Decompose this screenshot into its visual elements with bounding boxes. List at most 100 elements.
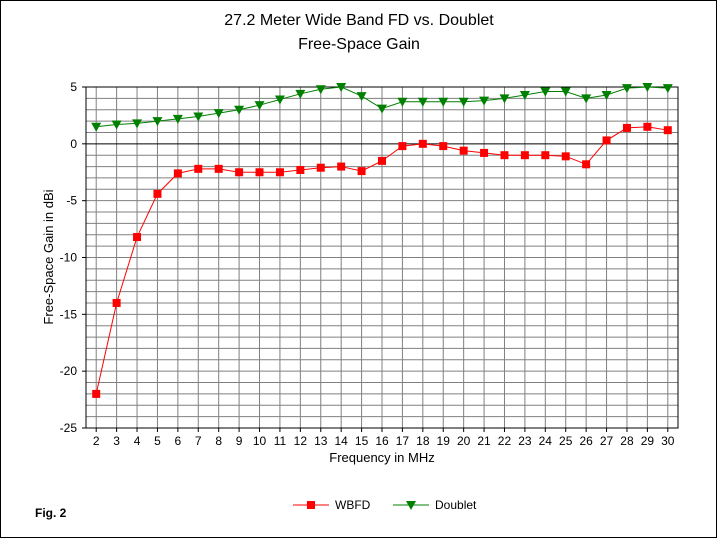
x-tick-label: 12 [294,434,308,448]
legend-marker-wbfd [307,501,315,509]
data-point-wbfd [275,168,284,177]
chart-title: 27.2 Meter Wide Band FD vs. Doublet [224,12,494,29]
data-point-wbfd [357,167,366,176]
x-tick-label: 13 [314,434,328,448]
data-point-doublet [111,120,122,130]
x-axis-ticks: 2 3 4 5 6 7 8 9 10 11 12 13 14 15 16 17 18 19 20 21 22 23 24 25… [93,428,675,448]
x-tick-label: 16 [375,434,389,448]
x-axis-label: Frequency in MHz [329,450,434,465]
series-doublet [91,83,673,132]
x-tick-label: 10 [253,434,267,448]
data-point-wbfd [439,142,448,151]
x-tick-label: 2 [93,434,100,448]
data-point-doublet [295,89,306,99]
x-tick-label: 21 [477,434,491,448]
data-point-wbfd [663,126,672,135]
data-point-doublet [560,87,571,97]
y-tick-label: 5 [70,80,77,94]
data-point-doublet [315,85,326,95]
data-point-doublet [438,97,449,107]
data-point-wbfd [133,233,142,242]
x-tick-label: 9 [236,434,243,448]
data-point-wbfd [418,139,427,148]
data-point-wbfd [214,164,223,173]
legend-marker-doublet [406,501,416,510]
chart-subtitle: Free-Space Gain [298,36,420,53]
data-point-wbfd [194,164,203,173]
series-wbfd [92,122,672,398]
data-point-doublet [132,119,143,129]
x-tick-label: 15 [355,434,369,448]
data-point-doublet [91,122,102,132]
data-point-doublet [581,94,592,104]
data-point-wbfd [602,136,611,145]
data-point-doublet [152,117,163,127]
x-tick-label: 5 [154,434,161,448]
y-tick-label: -15 [60,307,78,321]
data-point-wbfd [316,163,325,172]
data-point-doublet [336,83,347,92]
y-tick-label: 0 [70,137,77,151]
legend-label-wbfd: WBFD [335,498,371,512]
data-point-doublet [397,97,408,107]
data-point-doublet [356,92,367,102]
x-tick-label: 17 [396,434,410,448]
legend: WBFD Doublet [293,498,477,512]
x-tick-label: 19 [437,434,451,448]
x-tick-label: 8 [215,434,222,448]
data-point-doublet [479,96,490,106]
x-tick-label: 20 [457,434,471,448]
data-point-wbfd [296,165,305,174]
data-point-doublet [458,97,469,107]
x-tick-label: 30 [661,434,675,448]
data-point-wbfd [235,168,244,177]
y-tick-label: -20 [60,364,78,378]
data-point-doublet [172,114,183,124]
y-axis-ticks: 5 0 -5 -10 -15 -20 -25 [60,80,86,435]
data-point-wbfd [541,151,550,160]
x-tick-label: 28 [620,434,634,448]
x-tick-label: 25 [559,434,573,448]
data-point-doublet [274,95,285,105]
data-point-doublet [642,83,653,92]
data-point-doublet [254,101,265,111]
data-point-doublet [377,104,387,114]
data-point-wbfd [480,148,489,157]
data-point-doublet [540,87,551,97]
x-tick-label: 23 [518,434,532,448]
x-tick-label: 22 [498,434,512,448]
data-point-doublet [213,109,224,119]
data-point-wbfd [500,151,509,160]
x-tick-label: 6 [175,434,182,448]
data-point-wbfd [92,389,101,398]
data-point-wbfd [378,156,386,165]
x-tick-label: 14 [334,434,348,448]
y-axis-label: Free-Space Gain in dBi [41,189,56,324]
data-point-doublet [417,97,428,107]
data-point-wbfd [112,298,121,307]
x-tick-label: 7 [195,434,202,448]
x-tick-label: 27 [600,434,614,448]
series-layer [91,83,673,398]
data-point-doublet [519,90,530,100]
grid-lines [86,86,678,429]
data-point-wbfd [337,162,346,171]
data-point-wbfd [153,189,162,198]
figure-label: Fig. 2 [35,506,67,520]
data-point-wbfd [459,146,468,155]
data-point-wbfd [643,122,652,131]
y-tick-label: -10 [60,251,78,265]
legend-label-doublet: Doublet [435,498,477,512]
data-point-wbfd [255,168,264,177]
x-tick-label: 18 [416,434,430,448]
data-point-wbfd [520,151,529,160]
data-point-wbfd [398,142,407,151]
x-tick-label: 24 [539,434,553,448]
y-tick-label: -5 [66,194,77,208]
data-point-doublet [601,90,612,100]
data-point-wbfd [561,152,570,161]
data-point-wbfd [582,160,591,169]
x-tick-label: 11 [274,434,287,448]
